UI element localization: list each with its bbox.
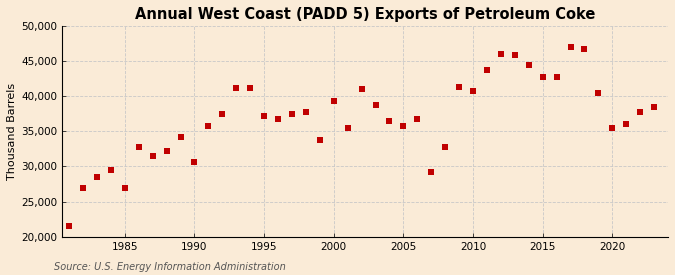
Point [342,126,353,130]
Point [356,87,367,91]
Point [175,135,186,139]
Point [398,124,409,129]
Point [161,149,172,153]
Point [565,45,576,49]
Point [300,110,311,114]
Point [78,185,88,190]
Point [189,159,200,164]
Point [231,86,242,90]
Point [649,105,659,110]
Point [217,112,227,116]
Point [412,117,423,122]
Point [63,224,74,228]
Point [273,116,284,121]
Point [259,114,269,118]
Text: Source: U.S. Energy Information Administration: Source: U.S. Energy Information Administ… [54,262,286,272]
Point [621,122,632,127]
Point [510,53,520,57]
Point [579,47,590,51]
Point [370,102,381,107]
Point [454,85,464,89]
Point [245,86,256,90]
Point [328,99,339,103]
Point [634,110,645,114]
Point [523,62,534,67]
Point [593,90,604,95]
Point [134,145,144,149]
Point [203,123,214,128]
Title: Annual West Coast (PADD 5) Exports of Petroleum Coke: Annual West Coast (PADD 5) Exports of Pe… [135,7,595,22]
Point [468,88,479,93]
Point [495,52,506,56]
Point [119,185,130,190]
Point [537,75,548,79]
Point [315,138,325,143]
Point [481,68,492,72]
Point [384,119,395,123]
Y-axis label: Thousand Barrels: Thousand Barrels [7,83,17,180]
Point [440,145,451,150]
Point [607,126,618,130]
Point [551,75,562,79]
Point [426,170,437,174]
Point [147,154,158,158]
Point [92,175,103,179]
Point [105,168,116,172]
Point [287,112,298,116]
